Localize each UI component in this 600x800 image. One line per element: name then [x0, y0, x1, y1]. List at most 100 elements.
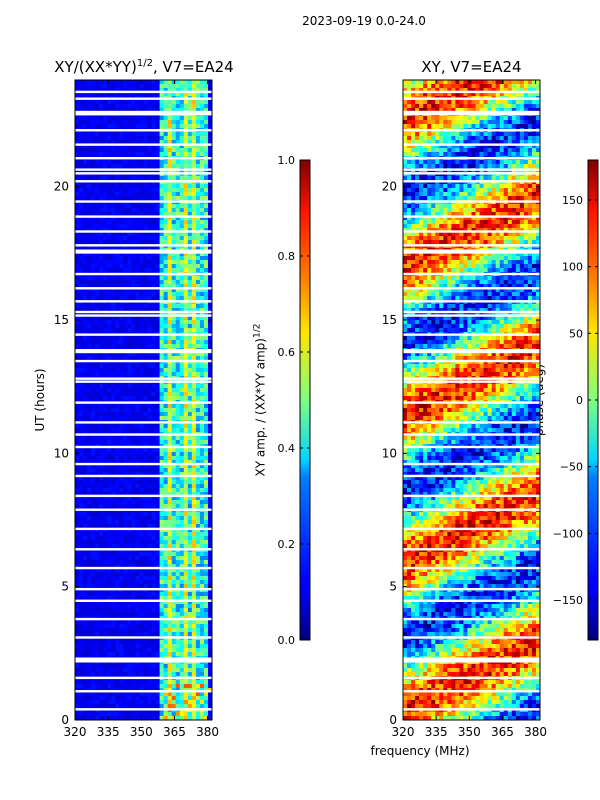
- heatmap-cell: [111, 204, 116, 209]
- heatmap-cell: [187, 312, 193, 317]
- heatmap-cell: [167, 228, 173, 233]
- heatmap-cell: [75, 424, 80, 429]
- heatmap-cell: [203, 460, 209, 465]
- heatmap-cell: [115, 108, 120, 113]
- heatmap-cell: [99, 592, 104, 597]
- heatmap-cell: [135, 372, 140, 377]
- heatmap-cell: [79, 308, 84, 313]
- heatmap-cell: [99, 500, 104, 505]
- heatmap-cell: [175, 520, 181, 525]
- heatmap-cell: [183, 324, 189, 329]
- heatmap-cell: [99, 324, 104, 329]
- heatmap-cell: [83, 604, 88, 609]
- heatmap-cell: [171, 608, 177, 613]
- heatmap-cell: [139, 344, 144, 349]
- heatmap-cell: [187, 428, 193, 433]
- heatmap-cell: [131, 620, 136, 625]
- heatmap-cell: [87, 160, 92, 165]
- heatmap-cell: [87, 352, 92, 357]
- heatmap-cell: [139, 284, 144, 289]
- heatmap-cell: [123, 340, 128, 345]
- heatmap-cell: [155, 596, 161, 601]
- heatmap-cell: [91, 404, 96, 409]
- heatmap-cell: [187, 596, 193, 601]
- heatmap-cell: [143, 356, 148, 361]
- heatmap-cell: [147, 372, 152, 377]
- heatmap-cell: [151, 396, 156, 401]
- heatmap-cell: [135, 204, 140, 209]
- heatmap-cell: [175, 176, 181, 181]
- heatmap-cell: [123, 500, 128, 505]
- heatmap-cell: [183, 344, 189, 349]
- heatmap-cell: [207, 572, 213, 577]
- heatmap-cell: [203, 604, 209, 609]
- heatmap-cell: [99, 624, 104, 629]
- heatmap-cell: [203, 160, 209, 165]
- heatmap-cell: [127, 256, 132, 261]
- heatmap-cell: [115, 104, 120, 109]
- heatmap-cell: [139, 596, 144, 601]
- heatmap-cell: [135, 320, 140, 325]
- heatmap-cell: [187, 220, 193, 225]
- heatmap-cell: [83, 140, 88, 145]
- heatmap-cell: [119, 500, 124, 505]
- heatmap-cell: [139, 372, 144, 377]
- heatmap-cell: [123, 564, 128, 569]
- heatmap-cell: [171, 568, 177, 573]
- heatmap-cell: [159, 368, 165, 373]
- heatmap-cell: [79, 580, 84, 585]
- heatmap-cell: [131, 408, 136, 413]
- heatmap-cell: [103, 312, 108, 317]
- heatmap-cell: [199, 132, 205, 137]
- heatmap-cell: [119, 480, 124, 485]
- heatmap-cell: [191, 568, 197, 573]
- heatmap-cell: [123, 228, 128, 233]
- heatmap-cell: [179, 108, 185, 113]
- heatmap-cell: [167, 240, 173, 245]
- heatmap-cell: [99, 532, 104, 537]
- heatmap-cell: [99, 480, 104, 485]
- heatmap-cell: [79, 92, 84, 97]
- heatmap-cell: [163, 340, 169, 345]
- heatmap-cell: [163, 228, 169, 233]
- heatmap-cell: [151, 344, 156, 349]
- heatmap-cell: [151, 292, 156, 297]
- heatmap-cell: [103, 292, 108, 297]
- heatmap-cell: [143, 476, 148, 481]
- heatmap-cell: [163, 236, 169, 241]
- heatmap-cell: [195, 240, 201, 245]
- heatmap-cell: [151, 164, 156, 169]
- heatmap-cell: [87, 252, 92, 257]
- heatmap-cell: [107, 576, 112, 581]
- heatmap-cell: [187, 264, 193, 269]
- heatmap-cell: [107, 356, 112, 361]
- heatmap-cell: [111, 632, 116, 637]
- heatmap-cell: [75, 328, 80, 333]
- heatmap-cell: [87, 208, 92, 213]
- heatmap-cell: [187, 568, 193, 573]
- heatmap-cell: [199, 120, 205, 125]
- heatmap-cell: [103, 220, 108, 225]
- heatmap-cell: [183, 120, 189, 125]
- heatmap-cell: [107, 104, 112, 109]
- heatmap-cell: [127, 144, 132, 149]
- heatmap-cell: [79, 504, 84, 509]
- heatmap-cell: [87, 292, 92, 297]
- heatmap-cell: [191, 604, 197, 609]
- heatmap-cell: [107, 88, 112, 93]
- heatmap-cell: [187, 356, 193, 361]
- heatmap-cell: [143, 396, 148, 401]
- heatmap-cell: [195, 204, 201, 209]
- heatmap-cell: [75, 148, 80, 153]
- heatmap-cell: [167, 212, 173, 217]
- heatmap-cell: [143, 116, 148, 121]
- heatmap-cell: [91, 460, 96, 465]
- heatmap-cell: [159, 292, 165, 297]
- heatmap-cell: [123, 440, 128, 445]
- heatmap-cell: [143, 224, 148, 229]
- heatmap-cell: [171, 440, 177, 445]
- heatmap-cell: [187, 448, 193, 453]
- heatmap-cell: [151, 296, 156, 301]
- heatmap-cell: [123, 504, 128, 509]
- heatmap-cell: [203, 440, 209, 445]
